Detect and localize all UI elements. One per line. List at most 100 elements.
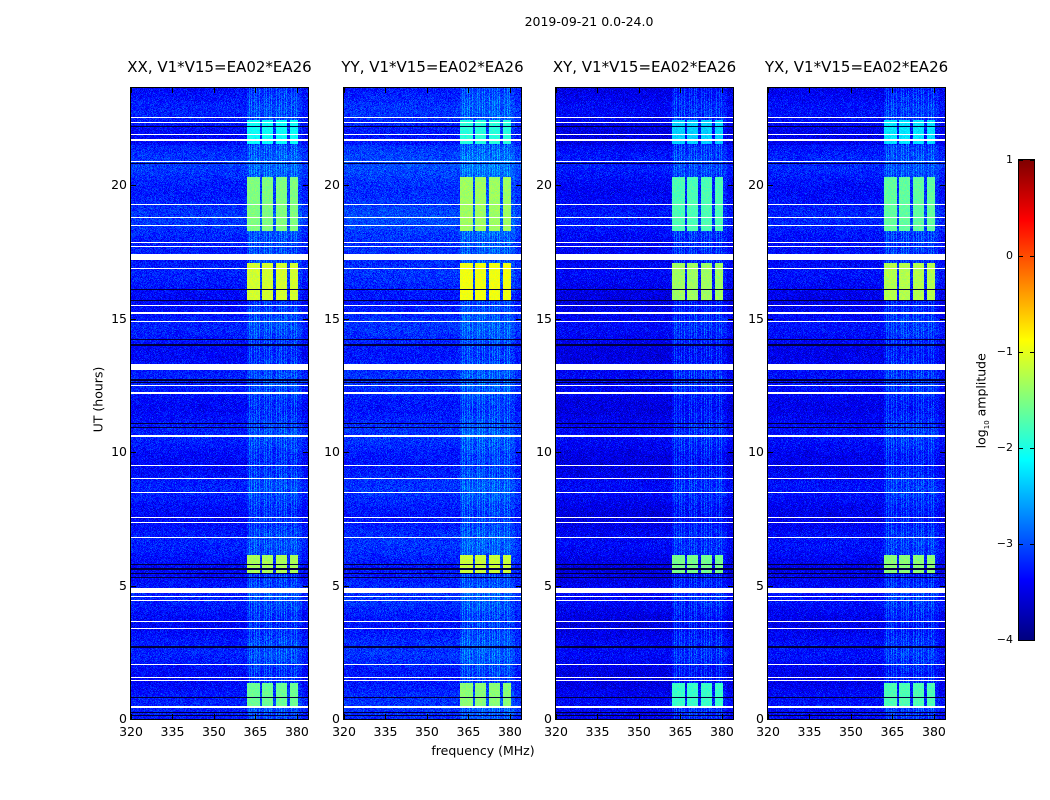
y-tick-label: 10 <box>324 444 340 460</box>
colorbar-tick-label: −3 <box>996 537 1013 550</box>
y-tick-mark <box>131 585 136 587</box>
x-tick-mark <box>556 714 557 719</box>
x-tick-mark <box>680 88 682 93</box>
x-tick-label: 365 <box>668 724 693 739</box>
y-tick-mark <box>768 719 773 720</box>
y-tick-mark <box>303 318 308 320</box>
y-tick-mark <box>768 452 773 454</box>
x-tick-label: 365 <box>243 724 268 739</box>
x-tick-mark <box>131 88 132 93</box>
x-tick-mark <box>892 714 894 719</box>
x-tick-mark <box>556 88 557 93</box>
y-tick-mark <box>556 719 561 720</box>
x-tick-mark <box>344 88 345 93</box>
colorbar-tick-label: −4 <box>996 633 1013 646</box>
x-tick-mark <box>385 714 387 719</box>
x-tick-mark <box>509 88 511 93</box>
y-tick-mark <box>131 318 136 320</box>
x-tick-mark <box>638 88 640 93</box>
x-tick-label: 320 <box>544 724 568 739</box>
y-tick-label: 20 <box>324 177 340 193</box>
y-tick-mark <box>940 585 945 587</box>
x-tick-label: 350 <box>627 724 651 739</box>
spectrogram-heatmap <box>768 88 945 719</box>
x-tick-label: 320 <box>119 724 143 739</box>
x-tick-mark <box>721 714 723 719</box>
x-tick-label: 350 <box>202 724 226 739</box>
y-tick-label: 5 <box>756 577 764 593</box>
y-tick-mark <box>131 719 136 720</box>
y-tick-label: 10 <box>536 444 552 460</box>
y-tick-label: 0 <box>544 711 552 726</box>
y-tick-label: 10 <box>748 444 764 460</box>
figure-title: 2019-09-21 0.0-24.0 <box>524 14 654 29</box>
y-tick-mark <box>940 719 945 720</box>
y-tick-mark <box>344 452 349 454</box>
y-tick-mark <box>728 185 733 187</box>
y-tick-label: 20 <box>111 177 127 193</box>
y-tick-mark <box>940 452 945 454</box>
x-tick-label: 350 <box>415 724 439 739</box>
y-tick-label: 0 <box>756 711 764 726</box>
x-axis-label: frequency (MHz) <box>431 743 535 758</box>
y-tick-mark <box>516 585 521 587</box>
colorbar-tick-mark <box>1030 640 1034 641</box>
y-tick-mark <box>516 185 521 187</box>
y-tick-mark <box>768 318 773 320</box>
y-tick-mark <box>303 452 308 454</box>
y-tick-mark <box>516 318 521 320</box>
x-tick-mark <box>721 88 723 93</box>
x-tick-label: 380 <box>922 724 946 739</box>
x-tick-mark <box>426 88 428 93</box>
x-tick-label: 380 <box>498 724 522 739</box>
colorbar-tick-mark <box>1030 256 1034 257</box>
colorbar-tick-mark <box>1019 544 1023 545</box>
y-tick-mark <box>344 185 349 187</box>
y-tick-label: 15 <box>111 310 127 326</box>
colorbar-tick-mark <box>1019 448 1023 449</box>
y-tick-label: 20 <box>536 177 552 193</box>
colorbar-label-rest: amplitude <box>973 353 989 421</box>
y-tick-mark <box>556 185 561 187</box>
x-tick-mark <box>809 714 811 719</box>
x-tick-mark <box>850 88 852 93</box>
x-tick-mark <box>172 88 174 93</box>
x-tick-mark <box>768 88 769 93</box>
x-tick-mark <box>131 714 132 719</box>
x-tick-mark <box>344 714 345 719</box>
x-tick-mark <box>597 88 599 93</box>
y-tick-mark <box>131 452 136 454</box>
x-tick-mark <box>597 714 599 719</box>
x-tick-label: 365 <box>456 724 481 739</box>
x-tick-label: 350 <box>839 724 863 739</box>
x-tick-mark <box>850 714 852 719</box>
x-tick-mark <box>385 88 387 93</box>
y-tick-mark <box>728 452 733 454</box>
y-tick-label: 5 <box>332 577 340 593</box>
x-tick-label: 335 <box>373 724 398 739</box>
panel-title: XX, V1*V15=EA02*EA26 <box>127 58 312 76</box>
y-tick-mark <box>940 185 945 187</box>
panel-frame <box>555 87 734 720</box>
x-tick-mark <box>468 88 470 93</box>
spectrogram-heatmap <box>556 88 733 719</box>
x-tick-label: 320 <box>756 724 780 739</box>
y-tick-mark <box>516 452 521 454</box>
x-tick-mark <box>213 714 215 719</box>
colorbar-tick-label: 1 <box>1006 153 1013 166</box>
y-tick-label: 15 <box>748 310 764 326</box>
y-tick-label: 5 <box>544 577 552 593</box>
panel-frame <box>767 87 946 720</box>
x-tick-mark <box>768 714 769 719</box>
colorbar-tick-label: −1 <box>996 345 1013 358</box>
colorbar-tick-mark <box>1030 160 1034 161</box>
y-tick-mark <box>768 585 773 587</box>
x-tick-label: 335 <box>797 724 822 739</box>
y-tick-mark <box>516 719 521 720</box>
y-tick-label: 20 <box>748 177 764 193</box>
y-tick-mark <box>303 719 308 720</box>
y-tick-mark <box>556 585 561 587</box>
y-tick-label: 5 <box>119 577 127 593</box>
x-tick-mark <box>809 88 811 93</box>
colorbar-tick-label: 0 <box>1006 249 1013 262</box>
